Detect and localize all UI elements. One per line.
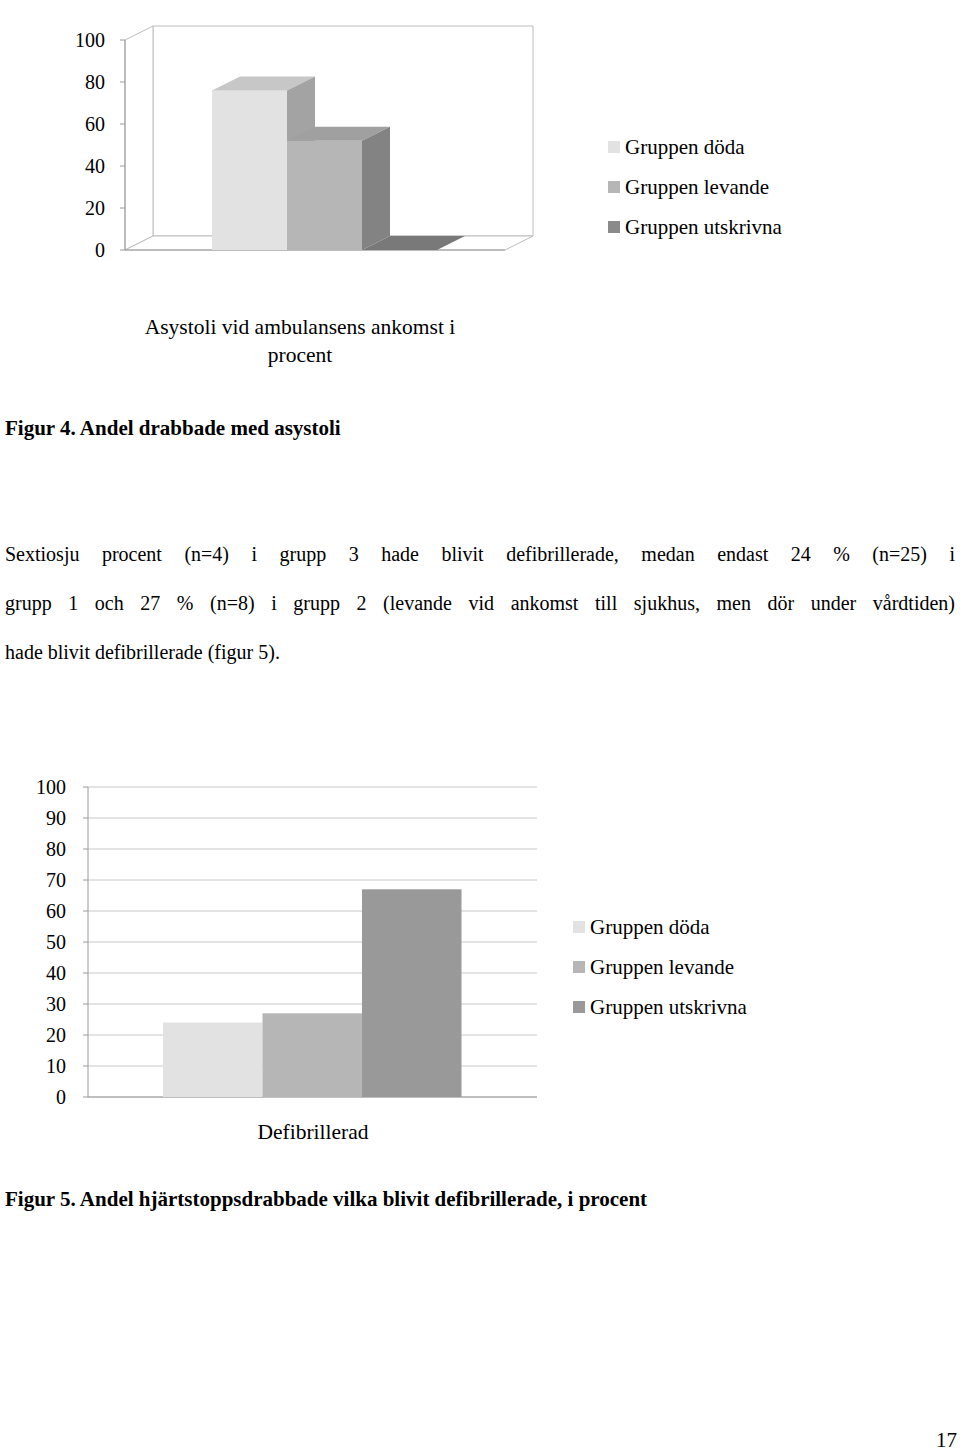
tick-mark [83, 942, 88, 943]
legend-label: Gruppen levande [625, 175, 769, 199]
grid-line [88, 911, 537, 912]
grid-line [88, 973, 537, 974]
tick-label: 80 [46, 838, 66, 860]
bar [263, 1013, 363, 1097]
grid-line [88, 880, 537, 881]
tick-mark [120, 208, 125, 209]
legend-swatch [573, 961, 585, 973]
y-axis [125, 40, 126, 250]
bar-front [212, 90, 287, 250]
chart-svg: 0 20 40 60 80 100 Gruppen döda Gruppen levande G… [0, 0, 960, 300]
bar-side [437, 236, 465, 250]
grid-line [88, 1004, 537, 1005]
bar [287, 127, 390, 250]
y-axis [88, 787, 89, 1097]
chart-svg: 0 10 20 30 40 50 60 70 80 90 100 Gruppen döda Gruppe… [0, 760, 960, 1120]
tick-label: 100 [36, 776, 66, 798]
figure-caption: Figur 5. Andel hjärtstoppsdrabbade vilka… [5, 1187, 647, 1212]
tick-mark [83, 880, 88, 881]
tick-label: 60 [85, 113, 105, 135]
tick-label: 20 [85, 197, 105, 219]
tick-label: 30 [46, 993, 66, 1015]
side-wall [125, 26, 153, 250]
tick-label: 0 [95, 239, 105, 261]
tick-label: 90 [46, 807, 66, 829]
tick-mark [120, 250, 125, 251]
tick-label: 40 [85, 155, 105, 177]
tick-mark [120, 40, 125, 41]
tick-mark [83, 787, 88, 788]
bar [362, 889, 462, 1097]
tick-mark [120, 82, 125, 83]
page-number: 17 [936, 1428, 957, 1450]
grid-line [88, 818, 537, 819]
legend-swatch [573, 1001, 585, 1013]
tick-label: 70 [46, 869, 66, 891]
legend-label: Gruppen levande [590, 955, 734, 979]
tick-mark [83, 1066, 88, 1067]
tick-mark [83, 1035, 88, 1036]
legend-swatch [608, 141, 620, 153]
bars [212, 76, 465, 250]
bar-top [362, 236, 465, 250]
tick-label: 40 [46, 962, 66, 984]
tick-label: 100 [75, 29, 105, 51]
tick-label: 20 [46, 1024, 66, 1046]
legend-swatch [608, 221, 620, 233]
category-label: Asystoli vid ambulansens ankomst i proce… [110, 313, 490, 369]
category-label: Defibrillerad [163, 1118, 463, 1146]
tick-label: 10 [46, 1055, 66, 1077]
tick-mark [83, 1097, 88, 1098]
legend-label: Gruppen döda [590, 915, 710, 939]
tick-mark [83, 911, 88, 912]
bar-front [287, 141, 362, 250]
legend-label: Gruppen döda [625, 135, 745, 159]
tick-label: 80 [85, 71, 105, 93]
grid-line [88, 849, 537, 850]
tick-mark [83, 849, 88, 850]
tick-mark [120, 124, 125, 125]
bar-side [362, 127, 390, 250]
bars [163, 889, 462, 1097]
legend-swatch [573, 921, 585, 933]
legend-label: Gruppen utskrivna [625, 215, 783, 239]
grid-line [88, 787, 537, 788]
legend-label: Gruppen utskrivna [590, 995, 748, 1019]
tick-mark [120, 166, 125, 167]
tick-mark [83, 1004, 88, 1005]
grid-line [88, 942, 537, 943]
paragraph-line: grupp 1 och 27 % (n=8) i grupp 2 (levand… [5, 592, 955, 615]
tick-label: 60 [46, 900, 66, 922]
figure-caption: Figur 4. Andel drabbade med asystoli [5, 416, 341, 441]
paragraph-line: Sextiosju procent (n=4) i grupp 3 hade b… [5, 543, 955, 566]
paragraph-line: hade blivit defibrillerade (figur 5). [5, 641, 955, 664]
bar [362, 236, 465, 250]
tick-label: 50 [46, 931, 66, 953]
legend-swatch [608, 181, 620, 193]
tick-label: 0 [56, 1086, 66, 1108]
bar [163, 1023, 263, 1097]
tick-mark [83, 973, 88, 974]
tick-mark [83, 818, 88, 819]
